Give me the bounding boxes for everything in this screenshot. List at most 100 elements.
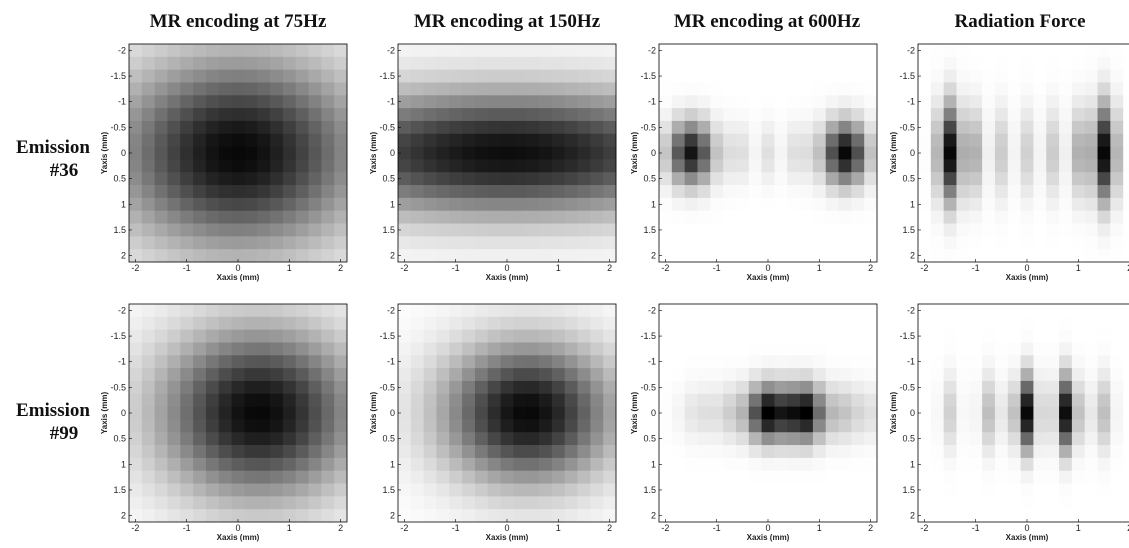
heatmap-cell <box>410 44 425 58</box>
y-axis-label: Yaxis (mm) <box>630 132 639 175</box>
heatmap-cell <box>141 496 156 510</box>
heatmap-cell <box>423 120 437 135</box>
heatmap-cell <box>812 419 827 433</box>
heatmap-cell <box>930 393 945 407</box>
heatmap-cell <box>864 69 878 83</box>
heatmap-cell <box>838 69 852 83</box>
heatmap-cell <box>1046 146 1060 160</box>
heatmap-cell <box>231 108 245 122</box>
x-tick-label: 0 <box>504 523 509 533</box>
heatmap-cell <box>526 69 540 83</box>
heatmap-cell <box>551 146 566 160</box>
heatmap-cell <box>167 249 181 263</box>
y-tick-label: -0.5 <box>640 382 656 392</box>
y-axis-label: Yaxis (mm) <box>889 132 898 175</box>
heatmap-cell <box>334 355 348 369</box>
heatmap-cell <box>735 185 750 199</box>
heatmap-cell <box>1020 457 1034 472</box>
heatmap-cell <box>659 509 673 523</box>
heatmap-cell <box>969 419 983 433</box>
heatmap-cell <box>218 44 232 58</box>
heatmap-cell <box>864 509 878 523</box>
heatmap-cell <box>969 470 983 484</box>
heatmap-cell <box>257 185 271 199</box>
heatmap-cell <box>774 69 788 83</box>
heatmap-cell <box>270 457 284 472</box>
heatmap-cell <box>141 406 156 420</box>
heatmap-cell <box>956 197 970 212</box>
heatmap-cell <box>205 445 220 459</box>
heatmap-cell <box>513 483 527 497</box>
x-axis-label: Xaxis (mm) <box>747 273 790 282</box>
heatmap-cell <box>334 406 348 420</box>
heatmap-cell <box>825 172 839 186</box>
heatmap-cell <box>994 56 1009 71</box>
heatmap-cell <box>1110 509 1124 523</box>
y-tick-label: 1 <box>121 199 126 209</box>
heatmap-cell <box>577 133 591 147</box>
heatmap-cell <box>410 210 425 224</box>
heatmap-cell <box>474 44 489 58</box>
heatmap-cell <box>577 432 591 446</box>
heatmap-cell <box>321 197 335 212</box>
heatmap-cell <box>141 120 156 135</box>
heatmap-cell <box>864 457 878 472</box>
heatmap-cell <box>1097 108 1111 122</box>
heatmap-cell <box>577 419 591 433</box>
heatmap-cell <box>282 56 297 71</box>
heatmap-cell <box>231 223 245 237</box>
heatmap-cell <box>1046 496 1060 510</box>
heatmap-cell <box>218 133 232 147</box>
heatmap-cell <box>270 509 284 523</box>
heatmap-cell <box>982 457 996 472</box>
heatmap-cell <box>167 223 181 237</box>
heatmap-cell <box>697 483 711 497</box>
heatmap-cell <box>180 380 194 395</box>
heatmap-cell <box>487 483 501 497</box>
heatmap-cell <box>671 368 686 382</box>
heatmap-cell <box>1097 146 1111 160</box>
heatmap-cell <box>671 133 686 147</box>
heatmap-cell <box>851 355 865 369</box>
heatmap-cell <box>154 432 168 446</box>
heatmap-cell <box>462 210 476 224</box>
heatmap-cell <box>154 210 168 224</box>
heatmap-cell <box>334 342 348 356</box>
heatmap-cell <box>398 82 412 96</box>
heatmap-cell <box>513 120 527 135</box>
heatmap-cell <box>864 483 878 497</box>
heatmap-cell <box>474 470 489 484</box>
heatmap-cell <box>526 304 540 318</box>
heatmap-cell <box>697 172 711 186</box>
heatmap-cell <box>930 445 945 459</box>
heatmap-cell <box>1007 133 1021 147</box>
heatmap-cell <box>308 95 322 109</box>
heatmap-cell <box>205 470 220 484</box>
heatmap-cell <box>129 146 143 160</box>
heatmap-cell <box>436 368 450 382</box>
heatmap-cell <box>141 249 156 263</box>
heatmap-cell <box>257 304 271 318</box>
heatmap-cell <box>710 172 724 186</box>
heatmap-cell <box>154 236 168 250</box>
heatmap-cell <box>334 329 348 343</box>
heatmap-cell <box>218 172 232 186</box>
heatmap-cell <box>436 69 450 83</box>
heatmap-cell <box>474 432 489 446</box>
heatmap-cell <box>774 355 788 369</box>
y-tick-label: 2 <box>121 511 126 521</box>
heatmap-cell <box>129 172 143 186</box>
heatmap-cell <box>205 210 220 224</box>
heatmap-cell <box>918 393 932 407</box>
heatmap-cell <box>398 509 412 523</box>
heatmap-cell <box>1084 509 1098 523</box>
heatmap-cell <box>735 249 750 263</box>
heatmap-cell <box>956 342 970 356</box>
heatmap-cell <box>735 509 750 523</box>
heatmap-cell <box>308 342 322 356</box>
heatmap-cell <box>449 496 463 510</box>
heatmap-cell <box>994 368 1009 382</box>
heatmap-cell <box>1033 483 1047 497</box>
heatmap-cell <box>1097 197 1111 212</box>
heatmap-cell <box>295 470 309 484</box>
